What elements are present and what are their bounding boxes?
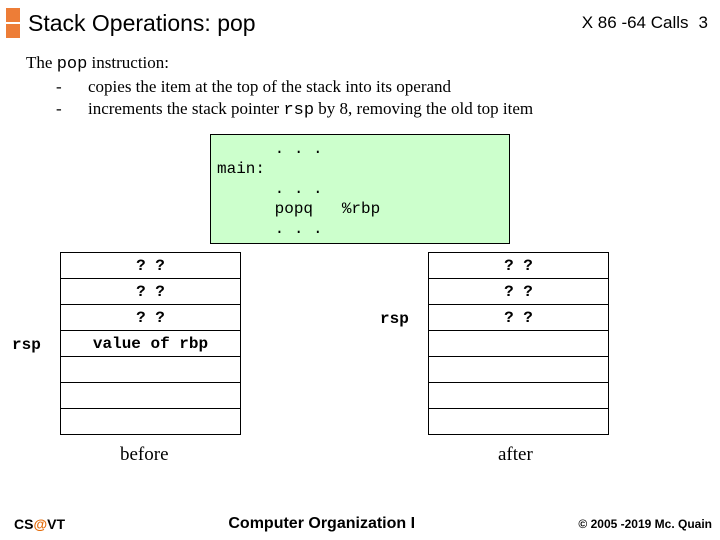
stack-cell [429,409,609,435]
text: The [26,53,57,72]
code-line: main: [217,160,265,178]
stack-after: rsp ? ? ? ? ? ? after [428,252,609,435]
slide-footer: CS@VT Computer Organization I © 2005 -20… [0,512,720,540]
stack-cell: ? ? [61,279,241,305]
footer-vt: VT [47,516,65,532]
footer-copyright: © 2005 -2019 Mc. Quain [578,517,712,531]
stack-cell [429,357,609,383]
footer-center: Computer Organization I [228,515,415,533]
text: instruction: [87,53,169,72]
code-line: . . . [217,220,323,238]
footer-left: CS@VT [14,516,65,532]
text: increments the stack pointer [88,99,283,118]
slide-title: Stack Operations: pop [28,10,582,37]
header-icon-stack [6,8,20,38]
text: by 8, removing the old top item [314,99,533,118]
caption-before: before [120,444,169,466]
code-inline: rsp [283,101,314,120]
stack-cell [61,357,241,383]
dash-icon: - [56,98,88,120]
footer-cs: CS [14,516,33,532]
code-line: . . . [217,180,323,198]
stack-cell: value of rbp [61,331,241,357]
slide-section: X 86 -64 Calls [582,13,689,33]
code-line: popq %rbp [217,200,380,218]
bullet-1: - copies the item at the top of the stac… [26,76,694,98]
stack-cell: ? ? [61,305,241,331]
stack-cell [61,409,241,435]
slide-header: Stack Operations: pop X 86 -64 Calls 3 [0,0,720,52]
code-block: . . . main: . . . popq %rbp . . . [210,134,510,244]
stack-cell [429,383,609,409]
dash-icon: - [56,76,88,98]
rsp-label-before: rsp [12,336,41,354]
bullet-text: increments the stack pointer rsp by 8, r… [88,98,533,122]
slide-number: 3 [699,13,708,33]
footer-at: @ [33,516,47,532]
rsp-label-after: rsp [380,310,409,328]
bullet-2: - increments the stack pointer rsp by 8,… [26,98,694,122]
stack-cell: ? ? [61,253,241,279]
stack-table-before: ? ? ? ? ? ? value of rbp [60,252,241,435]
square-icon [6,8,20,22]
stack-table-after: ? ? ? ? ? ? [428,252,609,435]
square-icon [6,24,20,38]
intro-text: The pop instruction: - copies the item a… [0,52,720,122]
code-inline: pop [57,55,88,74]
bullet-text: copies the item at the top of the stack … [88,76,451,98]
caption-after: after [498,444,533,466]
stack-cell: ? ? [429,305,609,331]
intro-line: The pop instruction: [26,52,694,76]
stack-before: rsp ? ? ? ? ? ? value of rbp before [60,252,241,435]
stacks-area: rsp ? ? ? ? ? ? value of rbp before rsp … [0,252,720,480]
stack-cell [61,383,241,409]
code-line: . . . [217,140,323,158]
stack-cell: ? ? [429,279,609,305]
stack-cell: ? ? [429,253,609,279]
stack-cell [429,331,609,357]
